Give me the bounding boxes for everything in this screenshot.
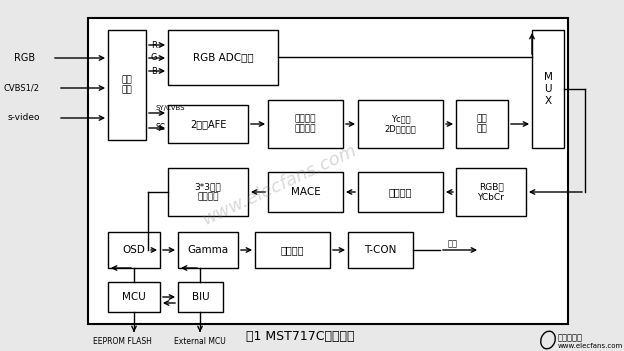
- Text: www.elecfans.com: www.elecfans.com: [558, 343, 623, 349]
- Bar: [88, 18, 568, 324]
- Bar: [168, 168, 248, 216]
- Bar: [268, 100, 343, 148]
- Text: 2通道AFE: 2通道AFE: [190, 119, 226, 129]
- Text: G: G: [151, 53, 157, 62]
- Text: T-CON: T-CON: [364, 245, 397, 255]
- Bar: [168, 30, 278, 85]
- Text: RGB转
YCbCr: RGB转 YCbCr: [477, 182, 504, 202]
- Text: 显示单元: 显示单元: [281, 245, 305, 255]
- Text: 图1 MST717C内部框图: 图1 MST717C内部框图: [246, 330, 354, 343]
- Bar: [348, 232, 413, 268]
- Bar: [358, 100, 443, 148]
- Bar: [178, 232, 238, 268]
- Bar: [255, 232, 330, 268]
- Bar: [358, 172, 443, 212]
- Text: External MCU: External MCU: [174, 338, 226, 346]
- Text: 输出: 输出: [448, 239, 458, 249]
- Text: Gamma: Gamma: [187, 245, 228, 255]
- Text: www.elecfans.com: www.elecfans.com: [200, 141, 360, 229]
- Text: CVBS1/2: CVBS1/2: [4, 84, 40, 93]
- Text: 缩放引擎: 缩放引擎: [389, 187, 412, 197]
- Text: 3*3颜色
空间转换: 3*3颜色 空间转换: [195, 182, 222, 202]
- Text: RGB: RGB: [14, 53, 35, 63]
- Text: s-video: s-video: [8, 113, 41, 122]
- Text: SY/CVBS: SY/CVBS: [155, 105, 185, 111]
- Bar: [532, 30, 564, 148]
- Text: 色度
解模: 色度 解模: [477, 114, 487, 134]
- Bar: [108, 232, 160, 268]
- Text: B: B: [151, 66, 157, 75]
- Text: 视频解码
时序产生: 视频解码 时序产生: [295, 114, 316, 134]
- Text: MACE: MACE: [291, 187, 320, 197]
- Text: 电子发烧友: 电子发烧友: [558, 333, 583, 343]
- Text: MCU: MCU: [122, 292, 146, 302]
- Text: OSD: OSD: [122, 245, 145, 255]
- Text: R: R: [151, 40, 157, 49]
- Bar: [108, 30, 146, 140]
- Text: EEPROM FLASH: EEPROM FLASH: [93, 338, 152, 346]
- Text: 多频
开关: 多频 开关: [122, 75, 132, 95]
- Bar: [456, 100, 508, 148]
- Text: RGB ADC输入: RGB ADC输入: [193, 53, 253, 62]
- Text: SC: SC: [155, 124, 165, 132]
- Bar: [108, 282, 160, 312]
- Text: Yc分离
2D梳状滤波: Yc分离 2D梳状滤波: [384, 114, 416, 134]
- Text: M
U
X: M U X: [544, 72, 552, 106]
- Bar: [456, 168, 526, 216]
- Bar: [168, 105, 248, 143]
- Bar: [178, 282, 223, 312]
- Text: BIU: BIU: [192, 292, 209, 302]
- Bar: [268, 172, 343, 212]
